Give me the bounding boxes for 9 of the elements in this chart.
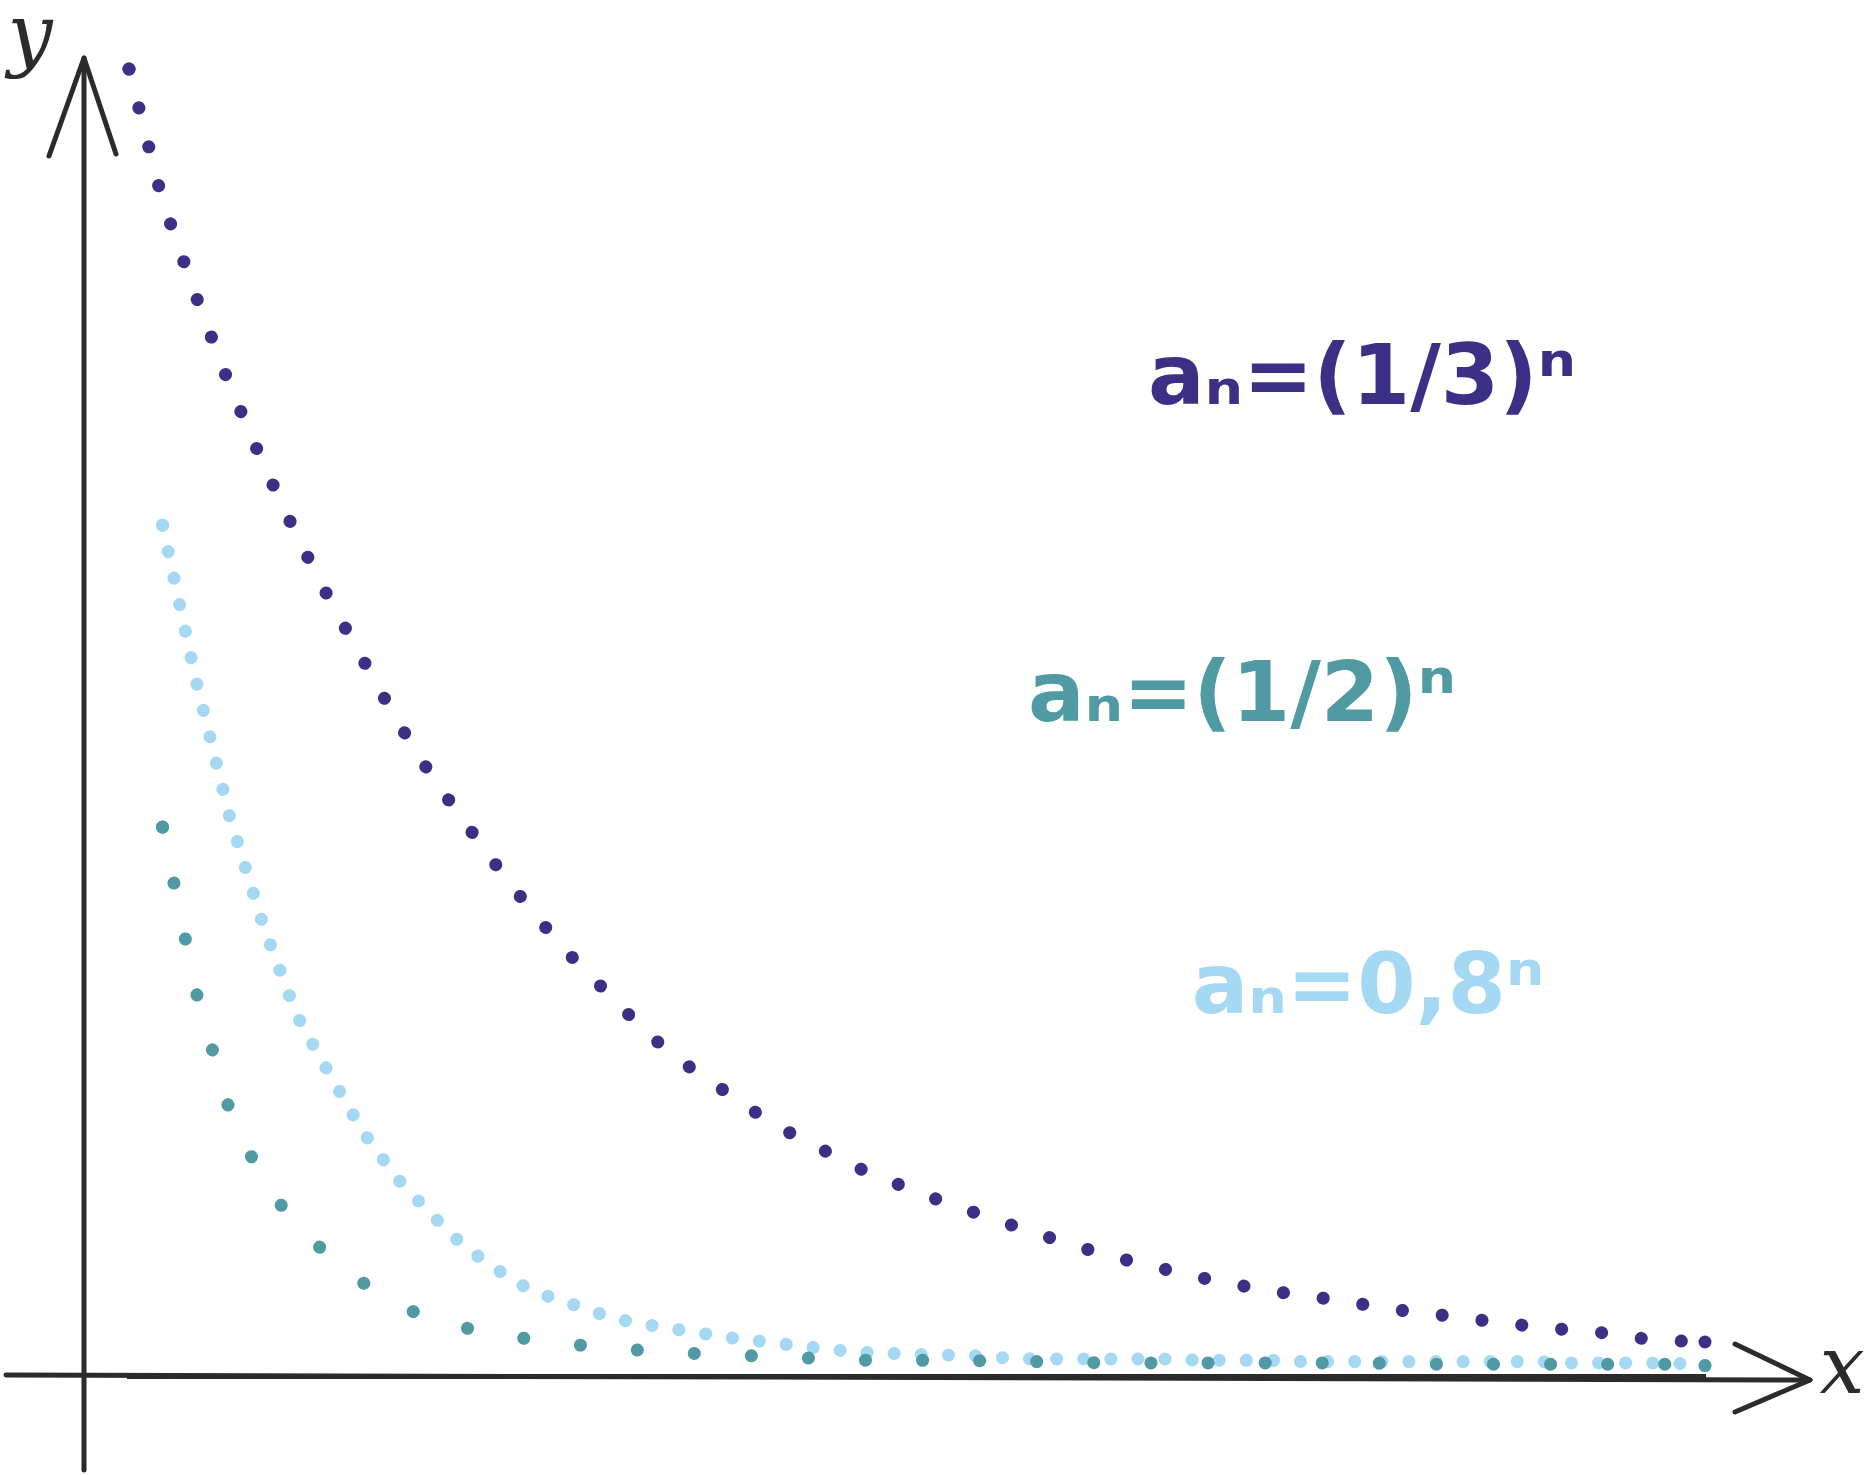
point (156, 820, 170, 834)
text: aₙ=(1/2)ⁿ (1028, 642, 1456, 741)
text: aₙ=0,8ⁿ (1191, 934, 1545, 1033)
text: aₙ=(1/3)ⁿ (1148, 325, 1576, 424)
point (1698, 1335, 1712, 1349)
x-axis-title: x (1819, 1318, 1865, 1412)
point (156, 518, 170, 532)
y-axis-title: y (4, 0, 55, 80)
point (122, 62, 136, 76)
